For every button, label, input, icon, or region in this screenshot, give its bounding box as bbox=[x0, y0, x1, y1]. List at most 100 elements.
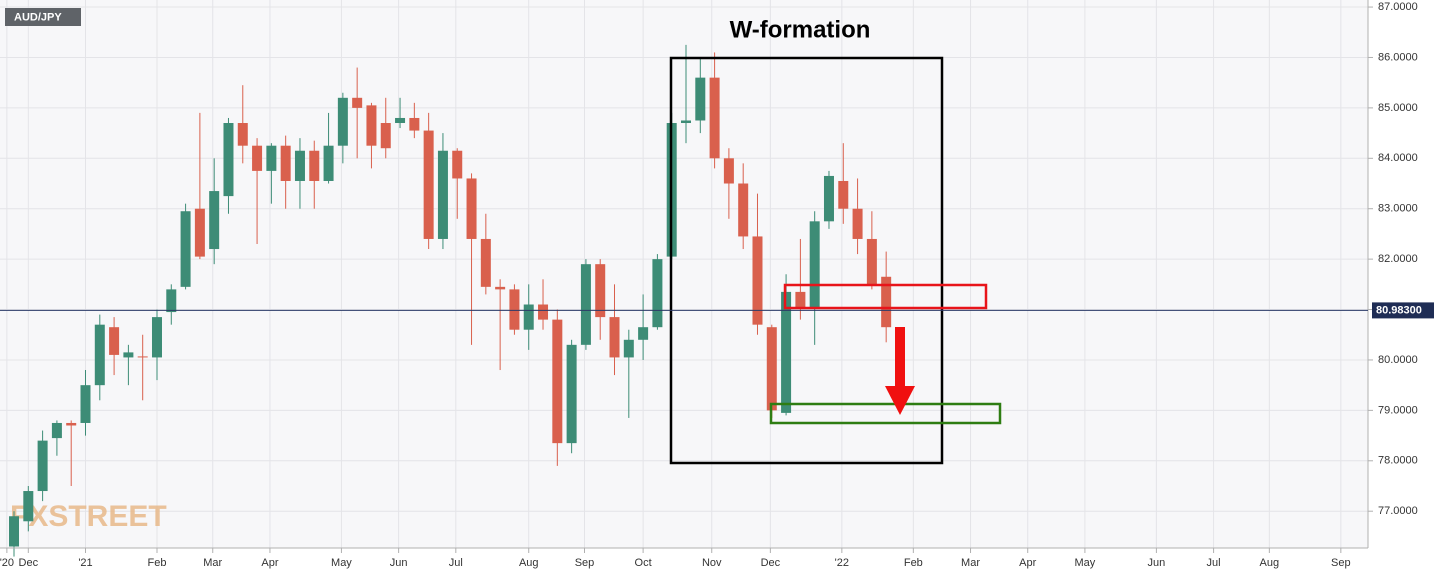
candle-body bbox=[366, 105, 377, 146]
arrow-shaft bbox=[895, 327, 905, 387]
candle-body bbox=[838, 180, 849, 209]
candle-body bbox=[409, 117, 420, 131]
candle-body bbox=[437, 150, 448, 239]
candle-body bbox=[252, 145, 263, 171]
candle-body bbox=[37, 440, 48, 492]
candle-body bbox=[237, 123, 248, 146]
candle-body bbox=[337, 97, 348, 146]
candle-body bbox=[795, 291, 806, 308]
watermark: FXSTREET bbox=[10, 500, 167, 533]
candle-body bbox=[223, 123, 234, 197]
candle-body bbox=[51, 422, 62, 439]
candle-body bbox=[395, 117, 406, 124]
candle-body bbox=[623, 339, 634, 358]
y-tick-label: 78.0000 bbox=[1378, 455, 1418, 467]
candle-body bbox=[466, 178, 477, 239]
candle-body bbox=[323, 145, 334, 181]
x-tick-label: Dec bbox=[19, 557, 39, 569]
x-tick-label: '20 bbox=[0, 557, 14, 569]
candle-body bbox=[852, 208, 863, 239]
plot-background bbox=[0, 0, 1368, 548]
candle-body bbox=[9, 516, 20, 547]
candle-body bbox=[738, 183, 749, 237]
x-tick-label: Nov bbox=[702, 557, 722, 569]
grid bbox=[0, 0, 1368, 548]
candle-body bbox=[294, 150, 305, 181]
candle-body bbox=[194, 208, 205, 257]
candle-body bbox=[480, 238, 491, 287]
y-tick-label: 80.0000 bbox=[1378, 354, 1418, 366]
x-tick-label: Mar bbox=[961, 557, 980, 569]
candles bbox=[9, 44, 892, 557]
candle-body bbox=[538, 304, 549, 320]
candle-body bbox=[638, 327, 649, 340]
candle-body bbox=[881, 276, 892, 328]
candle-body bbox=[495, 286, 506, 290]
y-tick-label: 86.0000 bbox=[1378, 51, 1418, 63]
candle-body bbox=[309, 150, 320, 181]
candle-body bbox=[609, 317, 620, 358]
y-tick-label: 85.0000 bbox=[1378, 102, 1418, 114]
symbol-badge bbox=[5, 8, 81, 26]
last-price-badge bbox=[1372, 302, 1434, 319]
candle-body bbox=[209, 191, 220, 250]
x-tick-label: Jun bbox=[1148, 557, 1166, 569]
candle-body bbox=[151, 317, 162, 358]
candle-body bbox=[94, 324, 105, 386]
w-box bbox=[669, 56, 944, 465]
candle-body bbox=[180, 211, 191, 287]
candle-body bbox=[781, 291, 792, 413]
candle-body bbox=[80, 385, 91, 423]
resistance-box bbox=[783, 283, 988, 310]
candle-body bbox=[595, 264, 606, 318]
x-tick-label: Dec bbox=[761, 557, 781, 569]
candle-body bbox=[137, 356, 148, 358]
y-tick-label: 77.0000 bbox=[1378, 505, 1418, 517]
candle-body bbox=[452, 150, 463, 179]
y-tick-label: 84.0000 bbox=[1378, 152, 1418, 164]
x-tick-label: Feb bbox=[904, 557, 923, 569]
candle-body bbox=[723, 158, 734, 184]
candle-body bbox=[509, 289, 520, 330]
x-tick-label: May bbox=[331, 557, 352, 569]
x-tick-label: Jul bbox=[449, 557, 463, 569]
candle-body bbox=[266, 145, 277, 171]
candle-body bbox=[695, 77, 706, 121]
candle-body bbox=[23, 491, 34, 522]
candle-body bbox=[123, 352, 134, 358]
candle-body bbox=[380, 123, 391, 149]
y-tick-label: 82.0000 bbox=[1378, 253, 1418, 265]
candle-body bbox=[280, 145, 291, 181]
candle-body bbox=[166, 289, 177, 313]
x-tick-label: May bbox=[1075, 557, 1096, 569]
x-tick-label: Aug bbox=[1260, 557, 1280, 569]
candle-body bbox=[652, 259, 663, 328]
candle-body bbox=[809, 221, 820, 308]
x-tick-label: Jun bbox=[390, 557, 408, 569]
y-tick-label: 79.0000 bbox=[1378, 404, 1418, 416]
symbol-label: AUD/JPY bbox=[14, 11, 62, 23]
x-tick-label: Sep bbox=[1331, 557, 1351, 569]
x-tick-label: '22 bbox=[835, 557, 849, 569]
candle-body bbox=[709, 77, 720, 159]
x-tick-label: '21 bbox=[78, 557, 92, 569]
candle-body bbox=[752, 236, 763, 325]
y-tick-label: 87.0000 bbox=[1378, 1, 1418, 13]
candle-body bbox=[580, 264, 591, 345]
x-tick-label: Jul bbox=[1207, 557, 1221, 569]
candle-body bbox=[681, 120, 692, 124]
last-price-label: 80.98300 bbox=[1376, 304, 1422, 316]
arrow-head bbox=[885, 386, 915, 415]
candle-body bbox=[109, 327, 120, 355]
candle-body bbox=[766, 327, 777, 411]
x-tick-label: Apr bbox=[1019, 557, 1036, 569]
candle-body bbox=[66, 422, 77, 426]
y-tick-label: 83.0000 bbox=[1378, 203, 1418, 215]
candle-body bbox=[566, 344, 577, 444]
candle-body bbox=[423, 130, 434, 239]
x-tick-label: Apr bbox=[261, 557, 278, 569]
x-tick-label: Mar bbox=[203, 557, 222, 569]
annotation-title: W-formation bbox=[730, 16, 871, 43]
